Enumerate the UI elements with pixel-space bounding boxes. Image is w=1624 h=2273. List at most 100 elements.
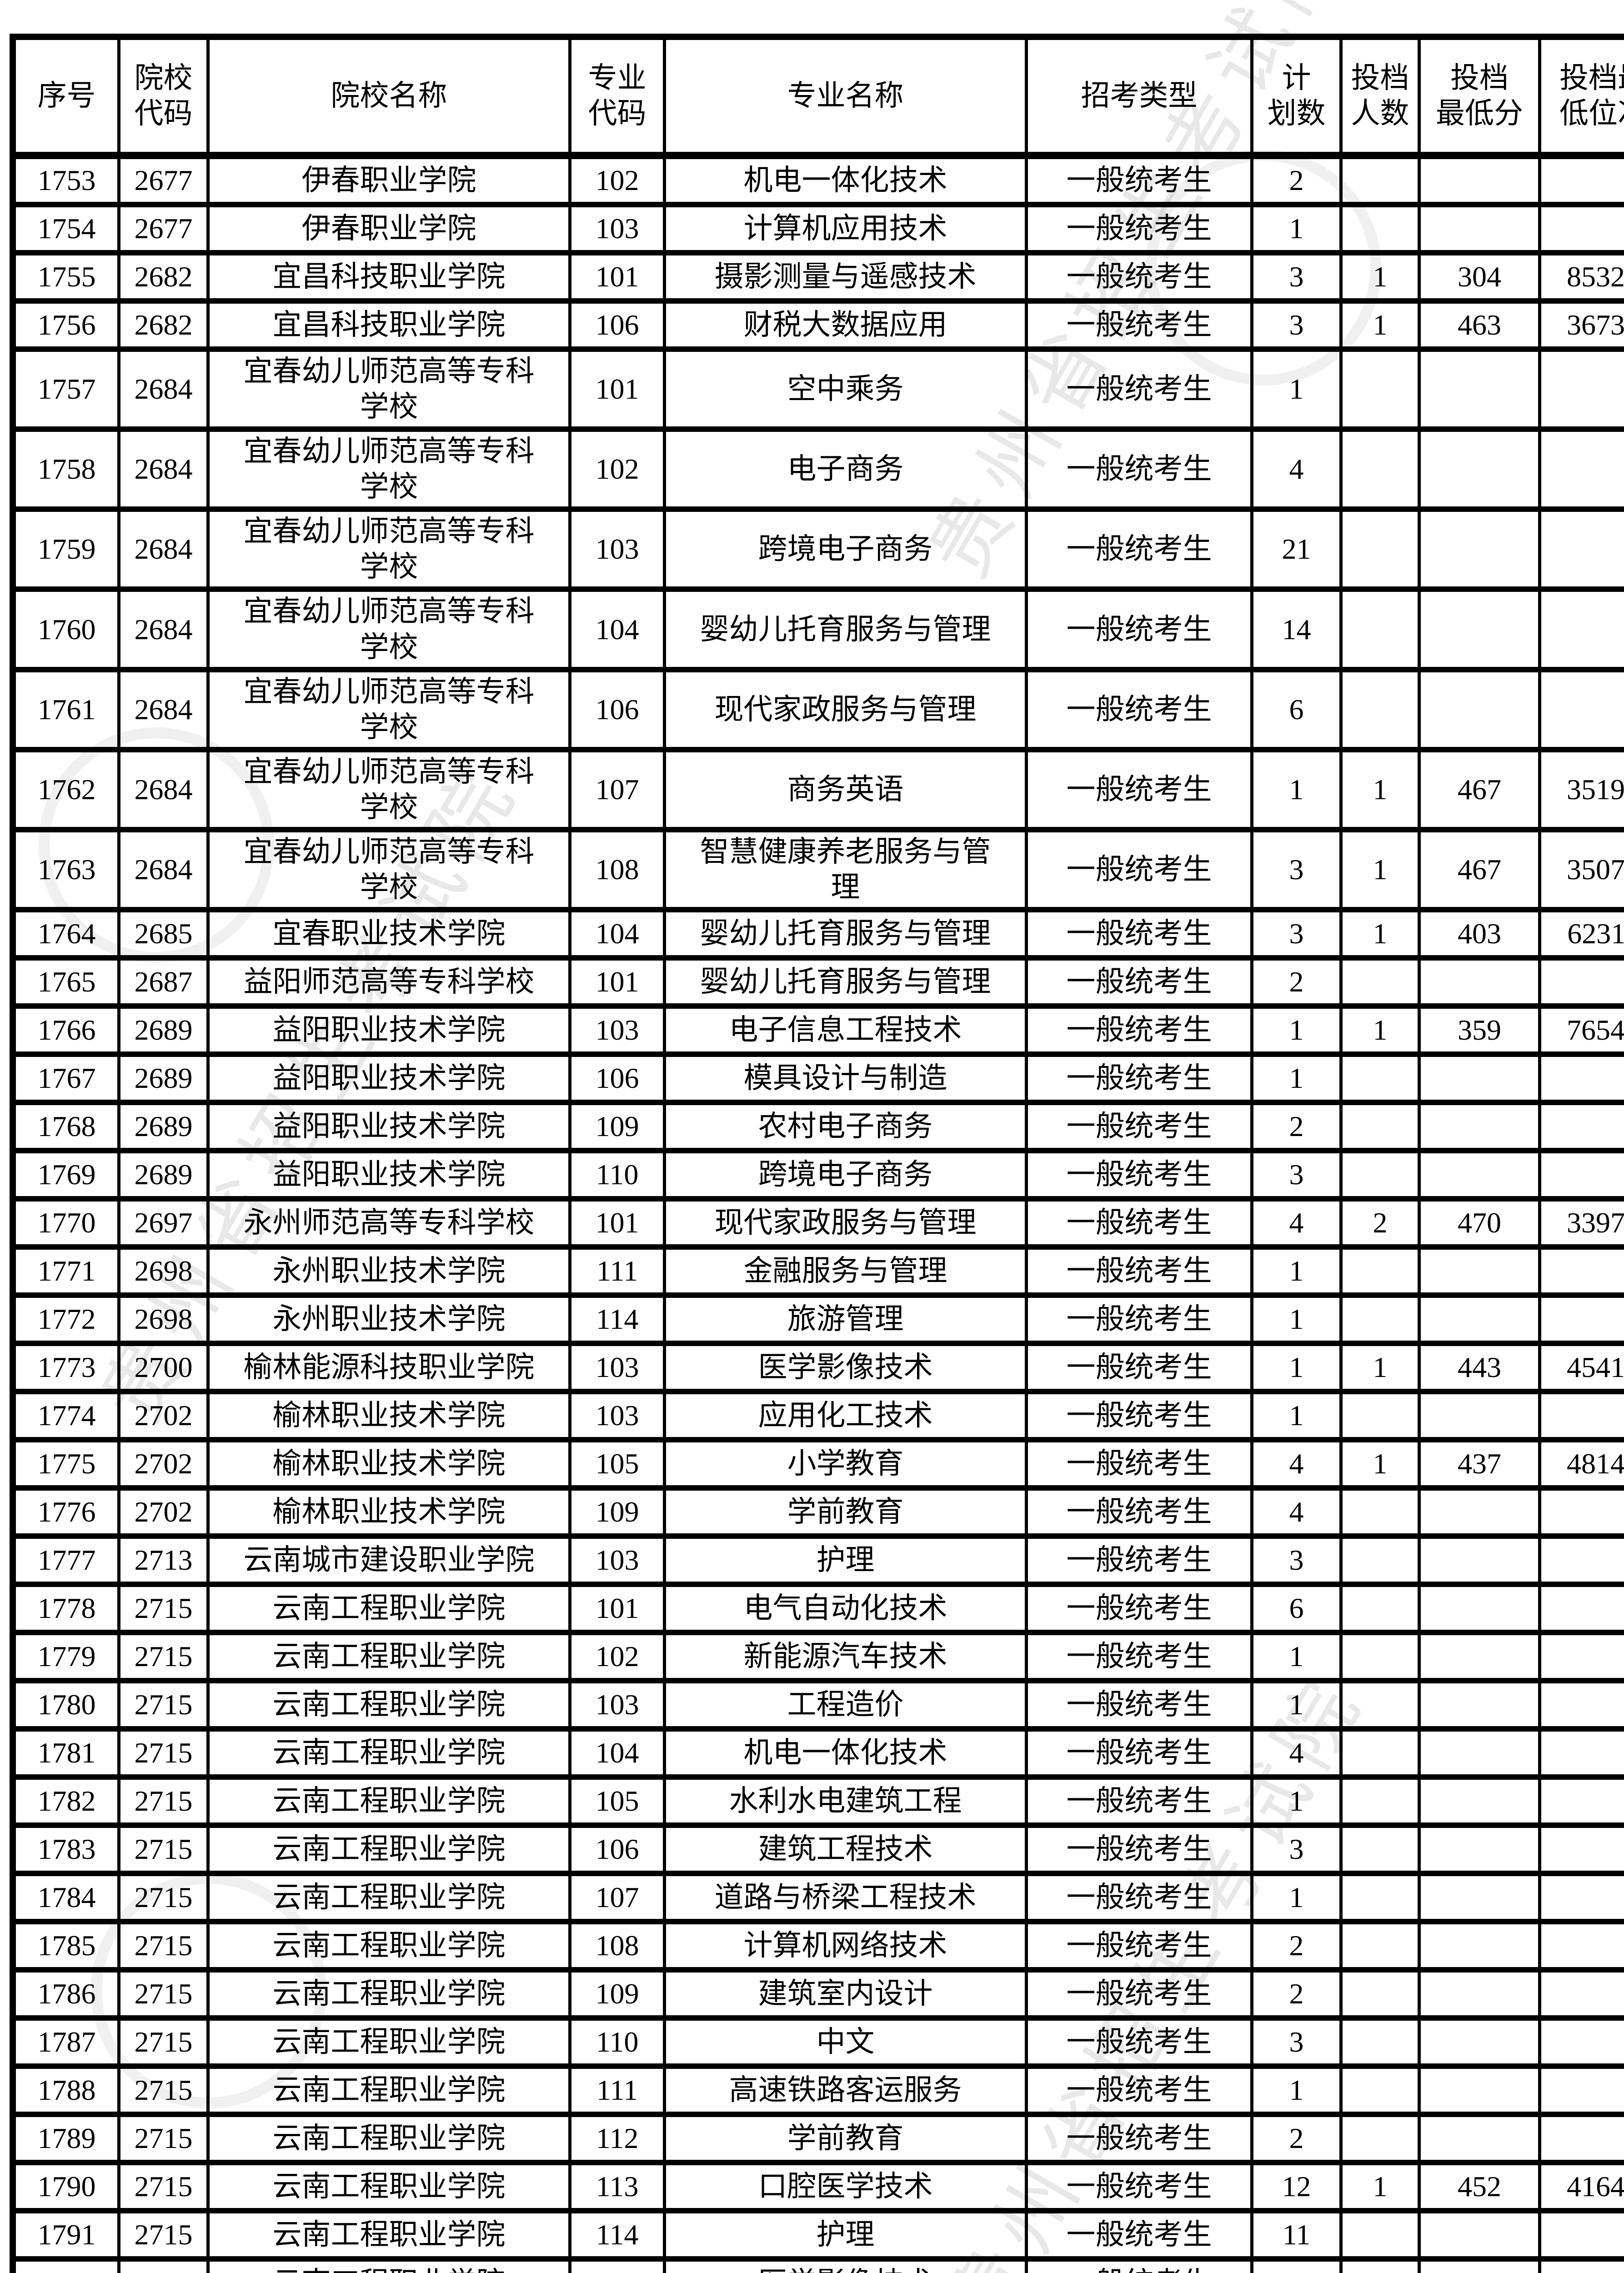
cell-exam_type: 一般统考生	[1025, 1967, 1253, 2021]
cell-major_code: 108	[568, 1919, 666, 1973]
cell-school_name: 云南工程职业学院	[206, 1678, 571, 1732]
cell-school_name: 榆林职业技术学院	[206, 1437, 571, 1491]
cell-school_name: 榆林职业技术学院	[206, 1485, 571, 1539]
cell-min_rank	[1538, 1678, 1624, 1732]
cell-major_code: 103	[568, 1533, 666, 1587]
cell-exam_type: 一般统考生	[1025, 1822, 1253, 1877]
cell-min_rank: 35193	[1538, 746, 1624, 832]
cell-plan_count: 11	[1250, 2208, 1343, 2262]
cell-min_rank	[1538, 1726, 1624, 1780]
cell-major_name: 农村电子商务	[663, 1100, 1028, 1154]
cell-min_rank	[1538, 153, 1624, 207]
cell-school_name: 益阳职业技术学院	[206, 1051, 571, 1106]
table-row: 1765 2687 益阳师范高等专科学校 101 婴幼儿托育服务与管理 一般统考生 2	[11, 955, 1624, 1009]
cell-major_code: 105	[568, 1774, 666, 1828]
cell-seq: 1792	[11, 2256, 120, 2273]
cell-min_rank: 33973	[1538, 1196, 1624, 1250]
cell-min_score: 437	[1418, 1437, 1541, 1491]
cell-major_name: 电气自动化技术	[663, 1582, 1028, 1636]
cell-min_score: 304	[1418, 250, 1541, 304]
cell-seq: 1759	[11, 506, 120, 592]
cell-min_score	[1418, 1292, 1541, 1347]
cell-major_name: 电子信息工程技术	[663, 1003, 1028, 1057]
cell-min_rank	[1538, 506, 1624, 592]
cell-min_rank	[1538, 1822, 1624, 1877]
table-row: 1764 2685 宜春职业技术学院 104 婴幼儿托育服务与管理 一般统考生 3 1 403 6…	[11, 907, 1624, 961]
cell-plan_count: 4	[1250, 1485, 1343, 1539]
cell-plan_count: 3	[1250, 250, 1343, 304]
cell-plan_count: 1	[1250, 1292, 1343, 1347]
table-row: 1781 2715 云南工程职业学院 104 机电一体化技术 一般统考生 4	[11, 1726, 1624, 1780]
cell-school_name: 榆林能源科技职业学院	[206, 1341, 571, 1395]
col-header-exam_type: 招考类型	[1025, 34, 1253, 159]
cell-min_rank	[1538, 346, 1624, 432]
cell-plan_count: 1	[1250, 1341, 1343, 1395]
cell-min_rank	[1538, 426, 1624, 512]
cell-school_code: 2700	[117, 1341, 210, 1395]
cell-major_name: 婴幼儿托育服务与管理	[663, 586, 1028, 672]
cell-min_score	[1418, 153, 1541, 207]
cell-major_name: 现代家政服务与管理	[663, 666, 1028, 752]
cell-seq: 1780	[11, 1678, 120, 1732]
cell-seq: 1764	[11, 907, 120, 961]
cell-filed_count	[1339, 1244, 1421, 1298]
cell-min_rank: 41644	[1538, 2160, 1624, 2214]
cell-school_name: 宜昌科技职业学院	[206, 250, 571, 304]
cell-seq: 1790	[11, 2160, 120, 2214]
cell-plan_count: 3	[1250, 2015, 1343, 2069]
cell-major_name: 电子商务	[663, 426, 1028, 512]
cell-exam_type: 一般统考生	[1025, 2015, 1253, 2069]
table-row: 1782 2715 云南工程职业学院 105 水利水电建筑工程 一般统考生 1	[11, 1774, 1624, 1828]
cell-min_score	[1418, 1678, 1541, 1732]
cell-plan_count: 4	[1250, 1196, 1343, 1250]
cell-school_name: 益阳职业技术学院	[206, 1148, 571, 1202]
col-header-filed_count: 投档 人数	[1339, 34, 1421, 159]
cell-filed_count	[1339, 1582, 1421, 1636]
cell-school_code: 2715	[117, 1630, 210, 1684]
cell-major_name: 机电一体化技术	[663, 1726, 1028, 1780]
cell-plan_count: 1	[1250, 1871, 1343, 1925]
cell-seq: 1774	[11, 1389, 120, 1443]
cell-filed_count	[1339, 2063, 1421, 2118]
cell-school_name: 益阳师范高等专科学校	[206, 955, 571, 1009]
cell-major_code: 110	[568, 2015, 666, 2069]
cell-school_code: 2715	[117, 2063, 210, 2118]
cell-plan_count: 1	[1250, 346, 1343, 432]
col-header-major_code: 专业 代码	[568, 34, 666, 159]
cell-major_code: 103	[568, 1389, 666, 1443]
cell-major_name: 建筑室内设计	[663, 1967, 1028, 2021]
cell-major_code: 112	[568, 2112, 666, 2166]
cell-school_name: 云南工程职业学院	[206, 1774, 571, 1828]
cell-major_code: 101	[568, 955, 666, 1009]
table-row: 1776 2702 榆林职业技术学院 109 学前教育 一般统考生 4	[11, 1485, 1624, 1539]
cell-school_code: 2684	[117, 346, 210, 432]
cell-school_name: 益阳职业技术学院	[206, 1003, 571, 1057]
cell-major_code: 101	[568, 250, 666, 304]
cell-major_name: 护理	[663, 2208, 1028, 2262]
cell-seq: 1776	[11, 1485, 120, 1539]
cell-major_code: 101	[568, 346, 666, 432]
table-row: 1790 2715 云南工程职业学院 113 口腔医学技术 一般统考生 12 1 452 4164…	[11, 2160, 1624, 2214]
cell-major_name: 婴幼儿托育服务与管理	[663, 955, 1028, 1009]
col-header-min_score: 投档 最低分	[1418, 34, 1541, 159]
table-row: 1777 2713 云南城市建设职业学院 103 护理 一般统考生 3	[11, 1533, 1624, 1587]
cell-filed_count	[1339, 202, 1421, 255]
cell-filed_count	[1339, 1726, 1421, 1780]
cell-major_code: 113	[568, 2160, 666, 2214]
cell-seq: 1782	[11, 1774, 120, 1828]
cell-filed_count	[1339, 2112, 1421, 2166]
cell-exam_type: 一般统考生	[1025, 426, 1253, 512]
cell-major_name: 学前教育	[663, 1485, 1028, 1539]
cell-school_name: 云南城市建设职业学院	[206, 1533, 571, 1587]
cell-school_code: 2677	[117, 202, 210, 255]
cell-filed_count	[1339, 586, 1421, 672]
cell-seq: 1754	[11, 202, 120, 255]
cell-school_code: 2702	[117, 1389, 210, 1443]
cell-school_name: 云南工程职业学院	[206, 1726, 571, 1780]
cell-major_code: 106	[568, 1051, 666, 1106]
cell-major_code: 109	[568, 1100, 666, 1154]
cell-major_name: 医学影像技术	[663, 1341, 1028, 1395]
cell-filed_count	[1339, 2015, 1421, 2069]
cell-exam_type: 一般统考生	[1025, 1003, 1253, 1057]
cell-seq: 1761	[11, 666, 120, 752]
